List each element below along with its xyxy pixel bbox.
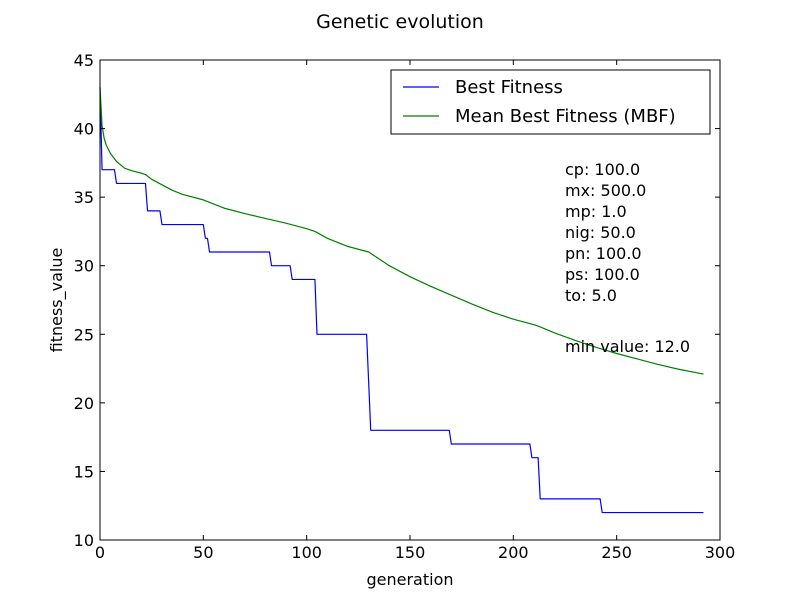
annotation-ps: ps: 100.0: [565, 265, 640, 284]
series-line-best-fitness: [99, 87, 704, 514]
y-tick-label: 25: [74, 325, 94, 344]
legend-label-best-fitness: Best Fitness: [455, 77, 563, 98]
annotation-to: to: 5.0: [565, 286, 617, 305]
annotation-mp: mp: 1.0: [565, 202, 627, 221]
y-tick-label: 15: [74, 462, 94, 481]
annotation-nig: nig: 50.0: [565, 223, 636, 242]
legend-frame: [390, 69, 711, 135]
y-tick-label: 30: [74, 257, 94, 276]
legend: Best Fitness Mean Best Fitness (MBF): [390, 69, 711, 135]
legend-label-mean-best-fitness: Mean Best Fitness (MBF): [455, 106, 676, 127]
plot-area: [100, 60, 720, 540]
series-layer: [99, 87, 704, 514]
x-tick-label: 200: [498, 543, 529, 562]
y-axis-label: fitness_value: [47, 248, 67, 353]
series-line-mean-best-fitness-mbf: [99, 87, 704, 375]
x-tick-label: 300: [705, 543, 736, 562]
x-tick-label: 0: [95, 543, 105, 562]
annotation-mx: mx: 500.0: [565, 181, 646, 200]
y-tick-label: 45: [74, 51, 94, 70]
x-tick-label: 250: [601, 543, 632, 562]
annotation-block: cp: 100.0 mx: 500.0 mp: 1.0 nig: 50.0 pn…: [565, 160, 690, 356]
y-tick-label: 35: [74, 188, 94, 207]
y-tick-label: 20: [74, 394, 94, 413]
x-axis-label: generation: [366, 570, 453, 589]
x-tick-label: 50: [193, 543, 213, 562]
annotation-min-value: min value: 12.0: [565, 337, 690, 356]
annotation-pn: pn: 100.0: [565, 244, 642, 263]
x-tick-label: 100: [291, 543, 322, 562]
chart-title: Genetic evolution: [316, 11, 484, 33]
x-tick-label: 150: [395, 543, 426, 562]
y-tick-label: 10: [74, 531, 94, 550]
annotation-cp: cp: 100.0: [565, 160, 640, 179]
y-tick-label: 40: [74, 120, 94, 139]
ticks-layer: 0 50 100 150 200 250 300 10 15 20 25 30 35 40 45: [74, 51, 736, 562]
